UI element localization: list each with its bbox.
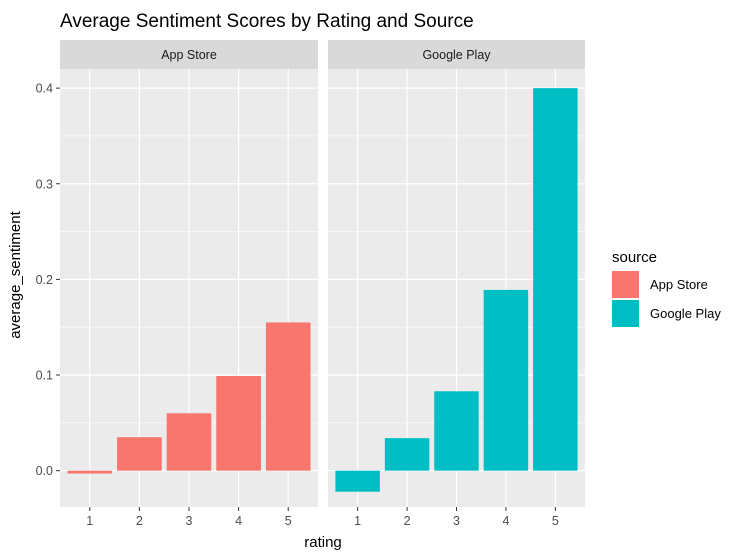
bar-google-play-2	[384, 438, 430, 471]
facets: App Store Google Play	[60, 40, 585, 507]
y-axis-title: average_sentiment	[7, 210, 24, 338]
y-tick-label: 0.0	[36, 464, 53, 478]
facet-strip	[60, 40, 318, 69]
chart-title: Average Sentiment Scores by Rating and S…	[60, 11, 474, 32]
x-tick-label: 1	[86, 514, 93, 528]
legend-label-1: Google Play	[650, 306, 721, 321]
legend-key-0	[612, 271, 639, 298]
x-tick-label: 5	[285, 514, 292, 528]
facet-0: App Store	[60, 40, 318, 507]
legend: source App Store Google Play	[612, 249, 721, 327]
bar-app-store-3	[166, 413, 212, 471]
x-tick-label: 3	[186, 514, 193, 528]
bar-google-play-4	[483, 289, 529, 471]
bar-app-store-2	[117, 437, 162, 471]
facet-strip	[328, 40, 585, 69]
facet-strip-label: App Store	[161, 48, 217, 62]
y-tick-label: 0.2	[36, 273, 53, 287]
x-tick-label: 1	[354, 514, 361, 528]
x-tick-label: 2	[136, 514, 143, 528]
legend-label-0: App Store	[650, 277, 708, 292]
facet-strip-label: Google Play	[422, 48, 491, 62]
x-tick-label: 4	[502, 514, 509, 528]
x-axis: 1 2 3 4 5 1 2 3 4 5	[86, 507, 559, 528]
x-tick-label: 3	[453, 514, 460, 528]
x-tick-label: 4	[235, 514, 242, 528]
facet-1: Google Play	[328, 40, 585, 507]
y-tick-label: 0.3	[36, 177, 53, 191]
y-axis: 0.0 0.1 0.2 0.3 0.4	[36, 82, 60, 478]
legend-title: source	[612, 249, 657, 266]
bar-google-play-1	[335, 470, 380, 492]
y-tick-label: 0.1	[36, 369, 53, 383]
bar-google-play-3	[434, 391, 479, 471]
y-tick-label: 0.4	[36, 82, 53, 96]
x-axis-title: rating	[304, 534, 342, 551]
x-tick-label: 5	[552, 514, 559, 528]
bar-app-store-4	[216, 375, 261, 471]
bar-app-store-5	[265, 322, 311, 471]
legend-key-1	[612, 300, 639, 327]
x-tick-label: 2	[404, 514, 411, 528]
bar-google-play-5	[533, 88, 578, 471]
bar-app-store-1	[67, 470, 113, 474]
